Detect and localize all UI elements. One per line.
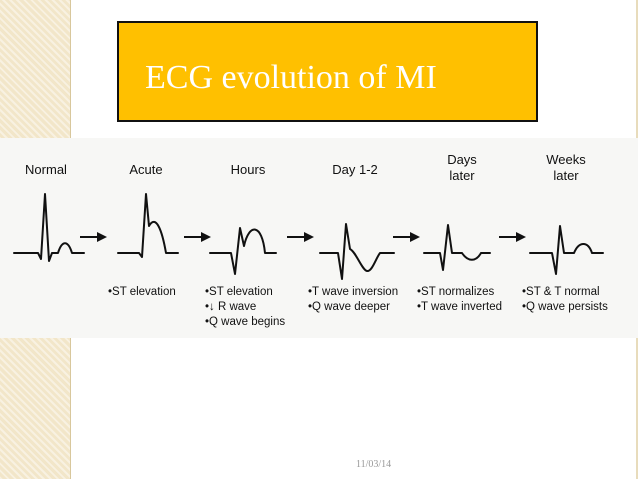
arrow-4-head (410, 232, 420, 242)
stage-notes-weeks-later: •ST & T normal •Q wave persists (522, 286, 608, 313)
footer-date: 11/03/14 (356, 459, 392, 470)
stage-label-weeks-later: Weeks later (546, 152, 586, 183)
stage-notes-days-later: •ST normalizes •T wave inverted (417, 286, 502, 313)
title-box: ECG evolution of MI (117, 21, 538, 122)
stage-notes-day1-2: •T wave inversion •Q wave deeper (308, 286, 399, 313)
ecg-trace-days-later (423, 224, 491, 271)
stage-label-days-later: Days later (447, 152, 477, 183)
stage-label-day1-2: Day 1-2 (332, 162, 378, 177)
stage-label-acute: Acute (129, 162, 163, 177)
stage-label-hours: Hours (230, 162, 266, 177)
ecg-trace-weeks-later (529, 225, 604, 275)
ecg-evolution-figure: Normal Acute Hours Day 1-2 Days later We… (0, 138, 638, 338)
stage-notes-hours: •ST elevation •↓ R wave •Q wave begins (205, 286, 286, 328)
arrow-1-head (97, 232, 107, 242)
ecg-trace-day1-2 (319, 223, 395, 280)
arrow-5-head (516, 232, 526, 242)
stage-notes-acute: •ST elevation (108, 286, 176, 298)
ecg-trace-normal (13, 193, 85, 262)
arrow-3-head (304, 232, 314, 242)
ecg-waveforms (13, 193, 604, 280)
ecg-trace-hours (209, 227, 277, 275)
arrow-2-head (201, 232, 211, 242)
ecg-trace-acute (117, 193, 179, 258)
slide-title: ECG evolution of MI (145, 59, 437, 96)
stage-label-normal: Normal (25, 162, 67, 177)
